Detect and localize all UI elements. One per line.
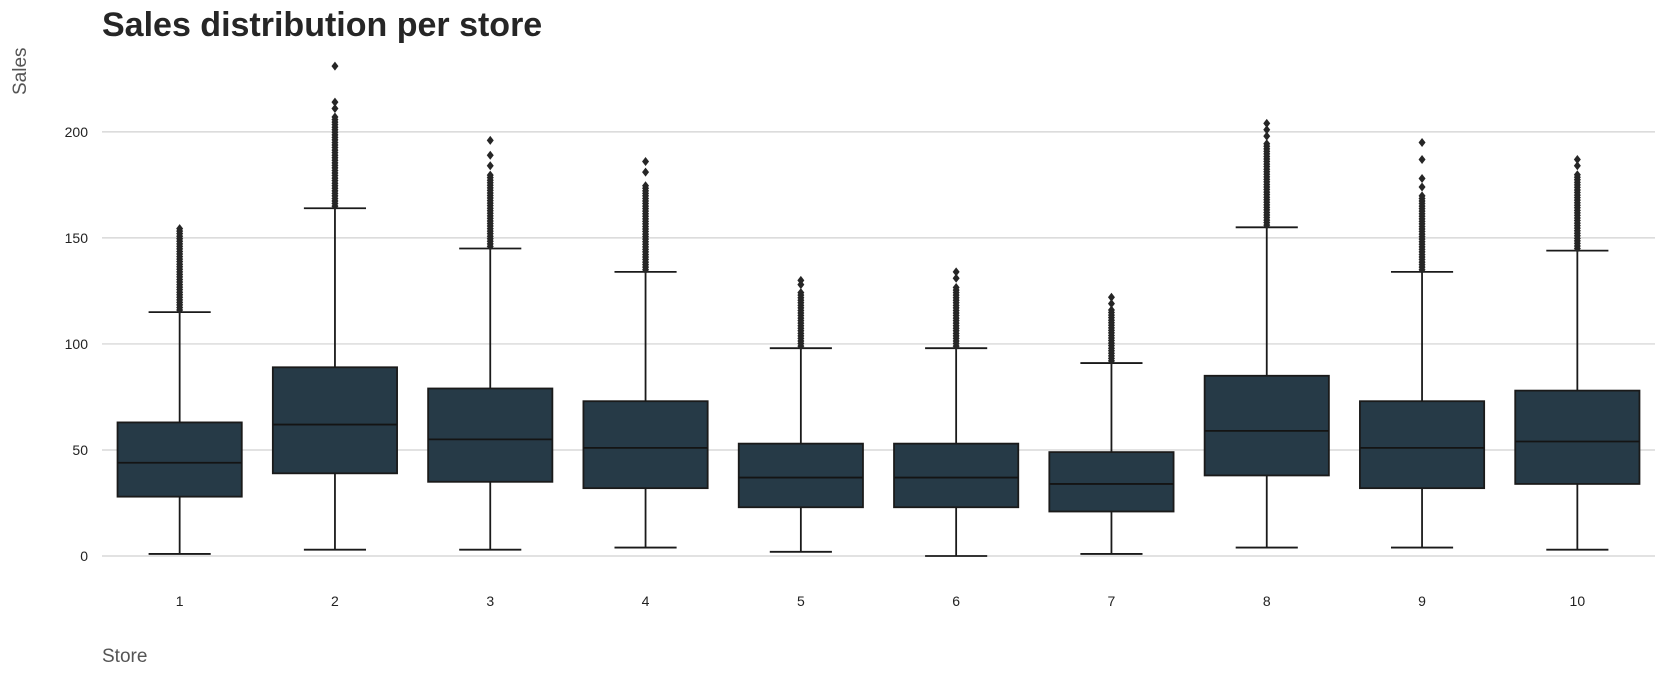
outlier-marker [1573, 170, 1581, 180]
box-store-3 [427, 135, 554, 551]
outlier-marker [331, 112, 339, 122]
box-store-5 [737, 275, 864, 553]
outlier-marker [1418, 191, 1426, 201]
x-tick-labels: 1 2 3 4 5 6 7 8 9 10 [176, 593, 1586, 609]
box-store-9 [1359, 137, 1486, 549]
outlier-marker [1418, 137, 1426, 147]
x-tick-label: 4 [642, 593, 650, 609]
x-tick-label: 5 [797, 593, 805, 609]
box-store-7 [1048, 292, 1175, 555]
outlier-marker [331, 61, 339, 71]
outlier-marker [331, 97, 339, 107]
outlier-marker [1107, 305, 1115, 315]
iqr-box [582, 400, 709, 490]
iqr-box [893, 442, 1020, 509]
outlier-marker [1263, 118, 1271, 128]
y-tick-label: 0 [80, 548, 88, 564]
box-store-6 [893, 267, 1020, 557]
y-tick-labels: 0 50 100 150 200 [65, 124, 89, 564]
boxes [116, 61, 1641, 557]
outlier-marker [486, 150, 494, 160]
outlier-marker [1263, 125, 1271, 135]
outlier-marker [1573, 154, 1581, 164]
x-axis-label: Store [102, 646, 147, 667]
iqr-box [1514, 389, 1641, 485]
outlier-marker [486, 161, 494, 171]
outlier-marker [486, 170, 494, 180]
x-tick-label: 2 [331, 593, 339, 609]
outlier-marker [1418, 174, 1426, 184]
outlier-marker [642, 181, 650, 191]
outlier-marker [1263, 139, 1271, 149]
outlier-marker [331, 104, 339, 114]
x-tick-label: 6 [952, 593, 960, 609]
outlier-marker [797, 288, 805, 298]
outlier-marker [952, 283, 960, 293]
box-store-8 [1203, 118, 1330, 549]
box-store-4 [582, 157, 709, 549]
y-tick-label: 150 [65, 230, 89, 246]
x-tick-label: 1 [176, 593, 184, 609]
y-axis-label: Sales [10, 47, 31, 95]
x-tick-label: 7 [1108, 593, 1116, 609]
outlier-marker [642, 157, 650, 167]
outlier-marker [952, 267, 960, 277]
outlier-marker [1418, 182, 1426, 192]
x-tick-label: 10 [1570, 593, 1586, 609]
x-tick-label: 8 [1263, 593, 1271, 609]
box-store-1 [116, 224, 243, 555]
outlier-marker [1107, 292, 1115, 302]
outlier-marker [1107, 299, 1115, 309]
x-tick-label: 9 [1418, 593, 1426, 609]
box-store-2 [271, 61, 398, 551]
x-tick-label: 3 [486, 593, 494, 609]
iqr-box [1048, 451, 1175, 513]
iqr-box [1359, 400, 1486, 490]
y-tick-label: 200 [65, 124, 89, 140]
outlier-marker [1263, 131, 1271, 141]
y-tick-label: 50 [72, 442, 88, 458]
chart-title: Sales distribution per store [102, 6, 542, 44]
outlier-marker [1573, 161, 1581, 171]
iqr-box [116, 421, 243, 498]
outlier-marker [176, 224, 184, 234]
y-tick-label: 100 [65, 336, 89, 352]
outlier-marker [642, 167, 650, 177]
outlier-marker [952, 273, 960, 283]
outlier-marker [1418, 154, 1426, 164]
iqr-box [427, 387, 554, 483]
outlier-marker [486, 135, 494, 145]
box-store-10 [1514, 154, 1641, 551]
iqr-box [1203, 374, 1330, 477]
outlier-marker [797, 275, 805, 285]
iqr-box [737, 442, 864, 509]
iqr-box [271, 366, 398, 475]
